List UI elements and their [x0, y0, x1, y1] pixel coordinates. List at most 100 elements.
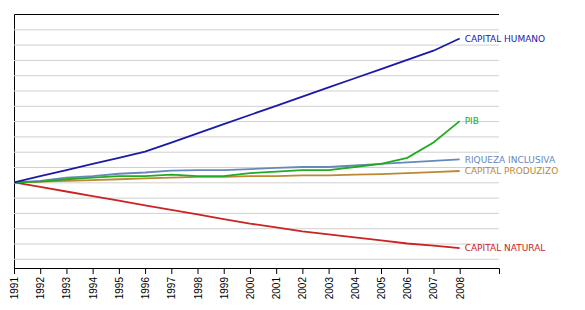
x-axis: 1991 1992 1993 1994 1995 1996 1997 1998 1999 2000… — [9, 268, 500, 299]
grid-line — [14, 136, 499, 137]
series-labels: CAPITAL HUMANOPIBRIQUEZA INCLUSIVACAPITA… — [465, 34, 559, 254]
series-line — [14, 38, 460, 182]
grid-line — [14, 106, 499, 107]
x-tick: 2008 — [455, 268, 466, 299]
x-tick: 2000 — [245, 268, 256, 299]
x-tick: 1991 — [9, 268, 20, 299]
y-tick — [14, 29, 499, 30]
tick-mark — [93, 268, 94, 274]
tick-mark — [250, 268, 251, 274]
y-tick — [14, 136, 499, 137]
tick-mark — [355, 268, 356, 274]
x-tick-label: 1999 — [219, 277, 230, 300]
tick-mark — [224, 268, 225, 274]
x-axis-line — [15, 269, 500, 275]
x-tick: 1996 — [140, 268, 151, 299]
series-label: CAPITAL NATURAL — [465, 243, 546, 253]
tick-mark — [329, 268, 330, 274]
x-tick-label: 1996 — [140, 277, 151, 300]
grid-line — [14, 91, 499, 92]
x-tick: 2003 — [324, 268, 335, 299]
x-tick: 1992 — [35, 268, 46, 299]
x-tick: 1998 — [193, 268, 204, 299]
x-tick: 2006 — [402, 268, 413, 299]
x-tick-label: 2001 — [271, 277, 282, 300]
tick-mark — [460, 268, 461, 274]
tick-mark — [145, 268, 146, 274]
x-tick: 1999 — [219, 268, 230, 299]
tick-mark — [66, 268, 67, 274]
x-tick: 1993 — [61, 268, 72, 299]
tick-mark — [302, 268, 303, 274]
tick-mark — [119, 268, 120, 274]
x-tick-label: 2002 — [297, 277, 308, 300]
x-tick-label: 2005 — [376, 277, 387, 300]
series-label: PIB — [465, 116, 479, 126]
y-tick — [14, 213, 499, 214]
x-tick: 1994 — [88, 268, 99, 299]
grid-line — [14, 152, 499, 153]
tick-mark — [381, 268, 382, 274]
y-tick — [14, 228, 499, 229]
x-tick: 1995 — [114, 268, 125, 299]
tick-mark — [198, 268, 199, 274]
grid-line — [14, 167, 499, 168]
plot: 1991 1992 1993 1994 1995 1996 1997 1998 1999 2000… — [9, 15, 558, 300]
grid-line — [14, 29, 499, 30]
x-tick-label: 1994 — [88, 277, 99, 300]
tick-mark — [14, 268, 15, 274]
grid-line — [14, 213, 499, 214]
x-tick-label: 1997 — [166, 277, 177, 300]
y-tick — [14, 121, 499, 122]
x-tick: 2002 — [297, 268, 308, 299]
x-tick-label: 1998 — [193, 277, 204, 300]
x-tick-label: 1991 — [9, 277, 20, 300]
grid-line — [14, 228, 499, 229]
grid-line — [14, 198, 499, 199]
y-tick — [14, 259, 499, 260]
y-tick — [14, 75, 499, 76]
x-tick-label: 2007 — [428, 277, 439, 300]
x-tick: 2005 — [376, 268, 387, 299]
y-tick — [14, 182, 499, 183]
x-tick-label: 1995 — [114, 277, 125, 300]
tick-mark — [171, 268, 172, 274]
x-tick: 2001 — [271, 268, 282, 299]
grid-line — [14, 121, 499, 122]
x-tick-label: 1992 — [35, 277, 46, 300]
series-line — [14, 182, 460, 248]
grid-line — [14, 75, 499, 76]
x-tick-label: 1993 — [61, 277, 72, 300]
x-tick-label: 2000 — [245, 277, 256, 300]
chart: 1991 1992 1993 1994 1995 1996 1997 1998 1999 2000… — [0, 0, 585, 310]
x-tick: 2007 — [428, 268, 439, 299]
x-tick: 2004 — [350, 268, 361, 299]
tick-mark — [276, 268, 277, 274]
x-tick: 1997 — [166, 268, 177, 299]
y-tick — [14, 45, 499, 46]
series-label: RIQUEZA INCLUSIVA — [465, 155, 556, 165]
grid-line — [14, 182, 499, 183]
x-tick-label: 2004 — [350, 277, 361, 300]
tick-mark — [407, 268, 408, 274]
grid-line — [14, 45, 499, 46]
x-tick-label: 2006 — [402, 277, 413, 300]
y-tick — [14, 91, 499, 92]
y-tick — [14, 198, 499, 199]
grid-line — [14, 259, 499, 260]
x-tick-label: 2008 — [455, 277, 466, 300]
x-tick-label: 2003 — [324, 277, 335, 300]
y-axis — [14, 15, 499, 269]
y-axis-line — [15, 15, 500, 269]
grid-line — [14, 60, 499, 61]
tick-mark — [433, 268, 434, 274]
series-label: CAPITAL HUMANO — [465, 34, 545, 44]
series-line — [14, 121, 460, 182]
y-tick — [14, 167, 499, 168]
y-tick — [14, 106, 499, 107]
tick-mark — [40, 268, 41, 274]
series-label: CAPITAL PRODUZIZO — [465, 166, 559, 176]
y-tick — [14, 60, 499, 61]
y-tick — [14, 152, 499, 153]
lines — [14, 38, 460, 248]
